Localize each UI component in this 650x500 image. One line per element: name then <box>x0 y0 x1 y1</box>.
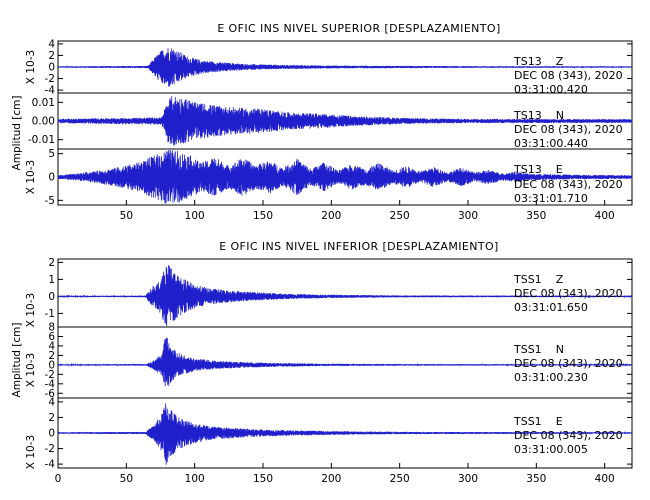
y-tick-label: 0 <box>48 291 55 303</box>
y-tick-label: 0 <box>48 62 55 74</box>
x-tick-label: 200 <box>321 210 341 222</box>
panel-ts13-e-trace <box>57 149 633 204</box>
y-tick-label: 2 <box>48 412 55 424</box>
panel-tss1-n-trace <box>57 337 633 387</box>
x-tick-label: 250 <box>390 473 410 485</box>
y-tick-label: -0.01 <box>28 134 55 146</box>
y-tick-label: 4 <box>48 396 55 408</box>
y-tick-label: 2 <box>48 257 55 269</box>
y-tick-label: -5 <box>45 195 55 207</box>
panel-tss1-n-date: DEC 08 (343), 2020 <box>514 357 623 370</box>
panel-ts13-z-station: TS13 Z <box>513 55 564 68</box>
y-tick-label: 8 <box>48 322 55 334</box>
x-tick-label: 400 <box>595 473 615 485</box>
y-tick-label: -2 <box>45 369 55 381</box>
panel-ts13-n-trace <box>57 96 633 146</box>
chart-top-title: E OFIC INS NIVEL SUPERIOR [DESPLAZAMIENT… <box>217 22 500 35</box>
panel-tss1-e-time: 03:31:00.005 <box>514 443 588 456</box>
y-tick-label: -6 <box>45 388 56 400</box>
panel-ts13-z-date: DEC 08 (343), 2020 <box>514 69 623 82</box>
panel-ts13-n-time: 03:31:00.440 <box>514 137 588 150</box>
panel-ts13-e-date: DEC 08 (343), 2020 <box>514 178 623 191</box>
x-tick-label: 0 <box>55 473 62 485</box>
panel-ts13-n-y-ticks: 0.01 0.00 -0.01 <box>28 97 632 146</box>
y-tick-label: 2 <box>48 50 55 62</box>
y-tick-label: 0.01 <box>32 97 55 109</box>
y-tick-label: -2 <box>45 443 55 455</box>
y-tick-label: 0 <box>48 428 55 440</box>
panel-tss1-z-date: DEC 08 (343), 2020 <box>514 287 623 300</box>
y-tick-label: 4 <box>48 340 55 352</box>
x-tick-label: 150 <box>253 210 273 222</box>
panel-tss1-e-scale-label: X 10-3 <box>25 435 37 469</box>
x-tick-label: 400 <box>595 210 615 222</box>
panel-tss1-e-station: TSS1 E <box>513 415 563 428</box>
chart-top-y-axis-label: Amplitud [cm] <box>11 96 23 171</box>
y-tick-label: -2 <box>45 73 55 85</box>
y-tick-label: 4 <box>48 38 55 50</box>
chart-bottom-x-ticks: 0 50 100 150 200 250 300 350 400 <box>55 463 615 485</box>
panel-ts13-e-time: 03:31:01.710 <box>514 192 588 205</box>
y-tick-label: -4 <box>45 459 56 471</box>
x-tick-label: 50 <box>120 473 133 485</box>
x-tick-label: 300 <box>458 473 478 485</box>
panel-tss1-e-trace <box>57 403 633 465</box>
chart-bottom: E OFIC INS NIVEL INFERIOR [DESPLAZAMIENT… <box>11 240 633 485</box>
panel-ts13-n-station: TS13 N <box>513 109 564 122</box>
y-tick-label: -4 <box>45 85 56 97</box>
y-tick-label: 1 <box>48 274 55 286</box>
panel-ts13-n: 0.01 0.00 -0.01 TS13 N DEC 08 (343), 2020 0… <box>28 92 633 150</box>
x-tick-label: 300 <box>458 210 478 222</box>
panel-ts13-n-date: DEC 08 (343), 2020 <box>514 123 623 136</box>
chart-top-x-ticks: 50 100 150 200 250 300 350 400 <box>120 200 615 222</box>
x-tick-label: 150 <box>253 473 273 485</box>
y-tick-label: 0 <box>48 172 55 184</box>
y-tick-label: -4 <box>45 378 56 390</box>
panel-tss1-n-station: TSS1 N <box>513 343 564 356</box>
chart-bottom-y-axis-label: Amplitud [cm] <box>11 323 23 398</box>
x-tick-label: 200 <box>321 473 341 485</box>
panel-tss1-n-time: 03:31:00.230 <box>514 371 588 384</box>
y-tick-label: 5 <box>48 148 55 160</box>
x-tick-label: 100 <box>185 473 205 485</box>
y-tick-label: 0 <box>48 359 55 371</box>
panel-tss1-z-time: 03:31:01.650 <box>514 301 588 314</box>
panel-ts13-e-station: TS13 E <box>513 163 563 176</box>
y-tick-label: 6 <box>48 331 55 343</box>
x-tick-label: 50 <box>120 210 133 222</box>
x-tick-label: 250 <box>390 210 410 222</box>
x-tick-label: 100 <box>185 210 205 222</box>
y-tick-label: 0.00 <box>32 116 55 128</box>
panel-tss1-z-scale-label: X 10-3 <box>25 293 37 327</box>
x-tick-label: 350 <box>526 473 546 485</box>
panel-ts13-e: 5 0 -5 X 10-3 TS13 E DEC 08 (343), 2020 03:… <box>25 148 633 207</box>
panel-tss1-e: 420-2-4 X 10-3 TSS1 E DEC 08 (343), 2020 … <box>25 396 633 471</box>
panel-tss1-z-trace <box>57 265 633 327</box>
panel-ts13-z-time: 03:31:00.420 <box>514 83 588 96</box>
x-tick-label: 350 <box>526 210 546 222</box>
chart-bottom-title: E OFIC INS NIVEL INFERIOR [DESPLAZAMIENT… <box>219 240 499 253</box>
panel-tss1-z-station: TSS1 Z <box>513 273 564 286</box>
y-tick-label: 2 <box>48 350 55 362</box>
panel-ts13-z-trace <box>57 48 633 87</box>
panel-tss1-n-scale-label: X 10-3 <box>25 353 37 387</box>
chart-top: E OFIC INS NIVEL SUPERIOR [DESPLAZAMIENT… <box>11 22 633 222</box>
panel-ts13-e-scale-label: X 10-3 <box>25 160 37 194</box>
y-tick-label: -1 <box>45 308 55 320</box>
panel-tss1-e-date: DEC 08 (343), 2020 <box>514 429 623 442</box>
panel-ts13-z-scale-label: X 10-3 <box>25 50 37 84</box>
